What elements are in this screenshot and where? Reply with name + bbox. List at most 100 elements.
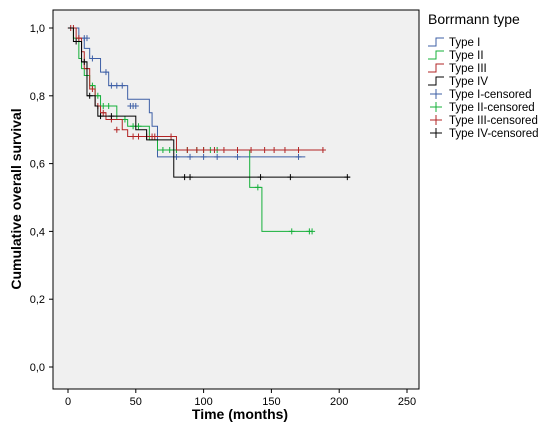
legend-label: Type I-censored <box>449 89 531 101</box>
censor-mark <box>181 174 188 181</box>
series-1 <box>68 27 306 160</box>
censor-mark <box>234 147 241 154</box>
legend-item: Type III-censored <box>430 115 538 127</box>
censor-mark <box>151 133 158 140</box>
legend-label: Type I <box>449 37 480 49</box>
censor-mark <box>344 174 351 181</box>
legend-label: Type III <box>449 63 487 75</box>
y-tick-label: 0,2 <box>30 294 45 306</box>
legend-item: Type II-censored <box>430 102 535 114</box>
legend-label: Type II-censored <box>449 102 535 114</box>
y-tick-label: 0,0 <box>30 362 45 374</box>
censor-mark <box>261 147 268 154</box>
censor-mark <box>130 123 137 130</box>
censor-mark <box>295 153 302 160</box>
censor-mark <box>89 55 96 62</box>
y-tick-label: 1,0 <box>30 23 45 35</box>
y-tick-label: 0,4 <box>30 226 45 238</box>
censor-mark <box>135 133 142 140</box>
censor-mark <box>159 147 166 154</box>
censor-mark <box>319 147 326 154</box>
legend-censor-swatch <box>430 89 442 99</box>
axes-group: 0,0 0,2 0,4 0,6 0,8 1,0 0 50 100 150 200 250 <box>30 23 416 408</box>
y-tick-label: 0,8 <box>30 91 45 103</box>
y-axis-label: Cumulative overall survival <box>8 108 24 289</box>
censor-mark <box>75 35 82 42</box>
legend-item: Type IV-censored <box>430 128 539 140</box>
x-tick-label: 150 <box>262 396 280 408</box>
censor-mark <box>254 184 261 191</box>
censor-mark <box>271 147 278 154</box>
legend-item: Type I-censored <box>430 89 531 101</box>
censor-mark <box>132 102 139 109</box>
censor-mark <box>214 153 221 160</box>
censor-mark <box>94 92 101 99</box>
censor-mark <box>135 123 142 130</box>
censor-mark <box>234 153 241 160</box>
censor-mark <box>288 228 295 235</box>
legend-label: Type II <box>449 50 484 62</box>
censor-mark <box>166 147 173 154</box>
censor-mark <box>102 69 109 76</box>
censor-mark <box>295 147 302 154</box>
censor-mark <box>187 174 194 181</box>
legend-label: Type III-censored <box>449 115 538 127</box>
censor-mark <box>108 82 115 89</box>
censor-mark <box>113 126 120 133</box>
censor-mark <box>100 102 107 109</box>
censor-mark <box>73 38 80 45</box>
censor-mark <box>187 153 194 160</box>
censor-mark <box>193 147 200 154</box>
legend-title: Borrmann type <box>428 11 520 27</box>
censor-mark <box>89 86 96 93</box>
series-line <box>68 27 351 178</box>
censor-mark <box>200 147 207 154</box>
censor-mark <box>100 109 107 116</box>
plot-area <box>52 9 420 390</box>
legend-item: Type IV <box>428 76 488 88</box>
legend-line-swatch <box>428 50 444 60</box>
legend-item: Type II <box>428 50 484 62</box>
censor-mark <box>200 153 207 160</box>
legend-item: Type III <box>428 63 487 75</box>
legend-censor-swatch <box>430 102 442 112</box>
legend-line-swatch <box>428 37 444 47</box>
series-4 <box>68 27 351 181</box>
x-axis-label: Time (months) <box>192 406 288 422</box>
censor-mark <box>130 133 137 140</box>
legend-line-swatch <box>428 76 444 86</box>
censor-mark <box>83 35 90 42</box>
x-tick-label: 100 <box>194 396 212 408</box>
censor-mark <box>119 82 126 89</box>
censor-mark <box>168 133 175 140</box>
censor-mark <box>211 147 218 154</box>
censor-mark <box>281 147 288 154</box>
censor-mark <box>81 58 88 65</box>
censor-mark <box>309 228 316 235</box>
legend-censor-swatch <box>430 115 442 125</box>
x-tick-label: 200 <box>330 396 348 408</box>
censor-mark <box>105 102 112 109</box>
censor-mark <box>184 147 191 154</box>
legend-label: Type IV-censored <box>449 128 539 140</box>
censor-mark <box>257 174 264 181</box>
censor-mark <box>97 113 104 120</box>
y-tick-label: 0,6 <box>30 159 45 171</box>
legend-line-swatch <box>428 63 444 73</box>
censor-mark <box>173 153 180 160</box>
censor-mark <box>287 174 294 181</box>
x-tick-label: 0 <box>65 396 71 408</box>
censor-mark <box>108 113 115 120</box>
legend-label: Type IV <box>449 76 488 88</box>
x-tick-label: 50 <box>130 396 142 408</box>
censor-mark <box>220 147 227 154</box>
legend-censor-swatch <box>430 128 442 138</box>
x-tick-label: 250 <box>398 396 416 408</box>
censor-mark <box>248 147 255 154</box>
censor-mark <box>113 82 120 89</box>
censor-mark <box>121 116 128 123</box>
legend-item: Type I <box>428 37 480 49</box>
censor-mark <box>86 92 93 99</box>
